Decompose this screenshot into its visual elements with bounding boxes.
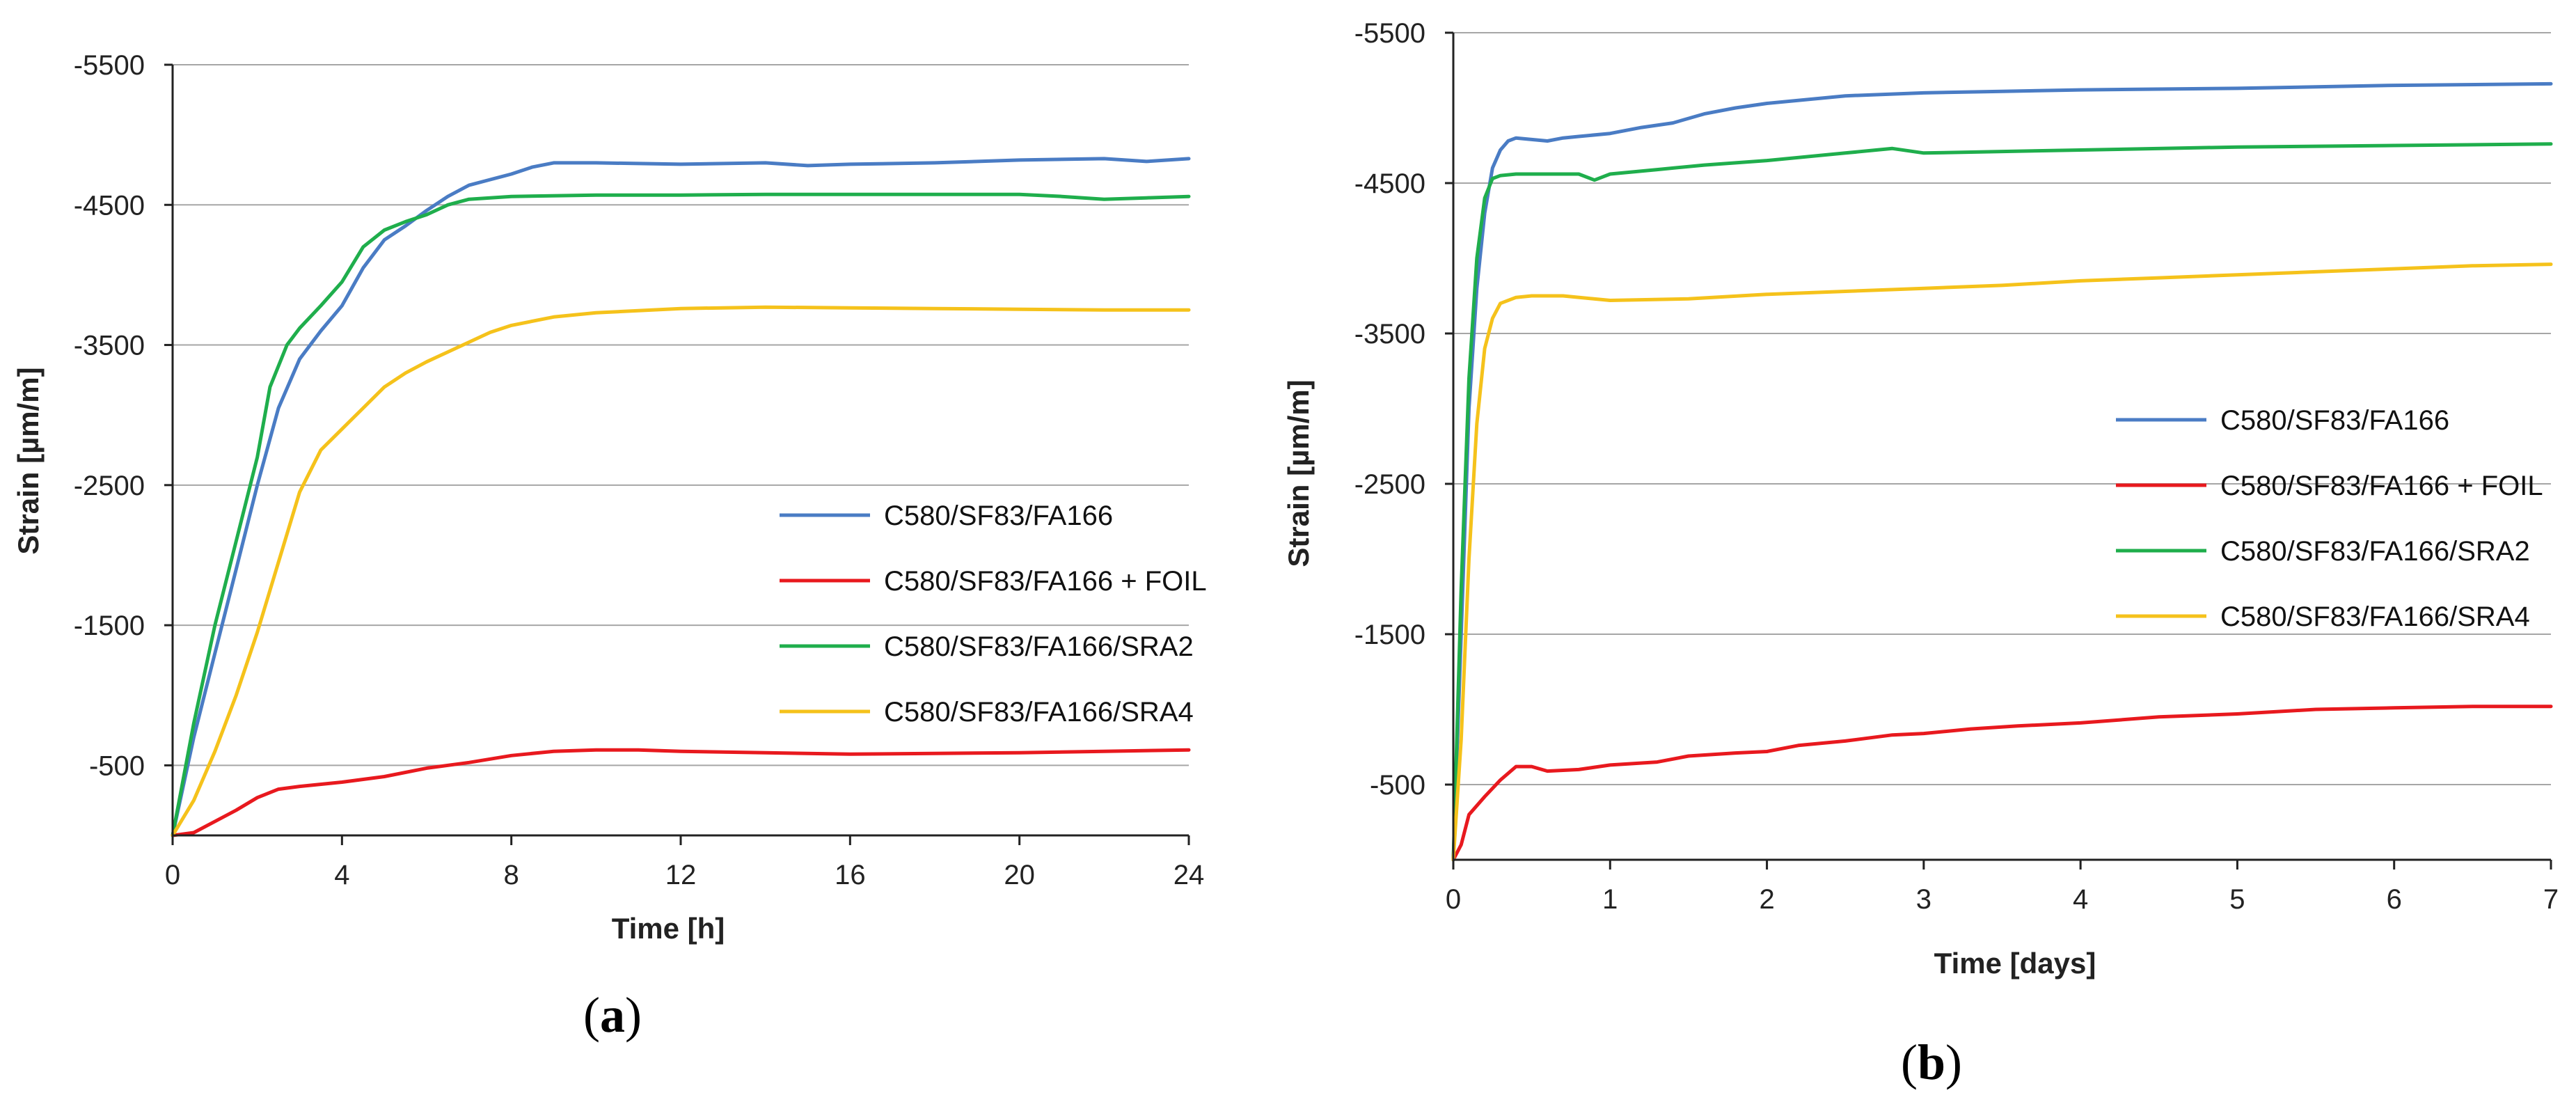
panel-b-x-axis-label: Time [days]: [1934, 947, 2096, 980]
x-tick-label: 6: [2387, 884, 2402, 915]
x-tick-label: 3: [1916, 884, 1931, 915]
x-tick-label: 1: [1602, 884, 1618, 915]
x-tick-label: 20: [1004, 860, 1035, 890]
panel-a-grid: [173, 64, 1189, 766]
x-tick-label: 16: [835, 860, 866, 890]
y-tick-label: -4500: [74, 190, 145, 221]
x-tick-label: 12: [665, 860, 697, 890]
series-line-2: [171, 748, 1191, 837]
panel-b-y-ticks: -500 -1500 -2500 -3500 -4500 -5500: [1354, 18, 1453, 801]
panel-a-legend: C580/SF83/FA166 C580/SF83/FA166 + FOIL C58…: [780, 501, 1207, 727]
y-tick-label: -500: [89, 750, 145, 781]
panel-a-y-ticks: -500 -1500 -2500 -3500 -4500 -5500: [74, 50, 173, 781]
legend-entry: C580/SF83/FA166: [2220, 405, 2449, 436]
legend-entry: C580/SF83/FA166 + FOIL: [884, 566, 1207, 597]
series-line-1: [1451, 81, 2553, 862]
panel-a-x-axis-label: Time [h]: [612, 912, 725, 945]
x-tick-label: 0: [165, 860, 180, 890]
y-tick-label: -5500: [1354, 18, 1425, 49]
series-line-1: [171, 157, 1191, 837]
legend-entry: C580/SF83/FA166: [884, 501, 1113, 531]
legend-entry: C580/SF83/FA166/SRA2: [2220, 536, 2530, 567]
series-line-2: [1451, 705, 2553, 862]
panel-b-y-axis-label: Strain [µm/m]: [1282, 379, 1315, 567]
y-tick-label: -4500: [1354, 168, 1425, 199]
panel-b-caption-letter: b: [1918, 1035, 1945, 1090]
panel-a-y-axis-label: Strain [µm/m]: [12, 367, 45, 554]
panel-a-caption: (a): [583, 987, 642, 1043]
legend-entry: C580/SF83/FA166/SRA4: [884, 697, 1194, 727]
x-tick-label: 0: [1446, 884, 1461, 915]
x-tick-label: 4: [334, 860, 349, 890]
panel-a-series: [171, 157, 1191, 837]
panel-b: -500 -1500 -2500 -3500 -4500 -5500 0 1 2 3 4 5 6 7 T…: [1282, 18, 2559, 1090]
x-tick-label: 2: [1759, 884, 1774, 915]
panel-b-caption: (b): [1901, 1035, 1962, 1090]
y-tick-label: -1500: [74, 611, 145, 641]
panel-b-series: [1451, 81, 2553, 862]
x-tick-label: 7: [2543, 884, 2559, 915]
series-line-3: [1451, 142, 2553, 862]
series-line-4: [171, 305, 1191, 837]
series-line-4: [1451, 262, 2553, 862]
panel-b-x-ticks: 0 1 2 3 4 5 6 7: [1446, 860, 2559, 915]
panel-b-legend: C580/SF83/FA166 C580/SF83/FA166 + FOIL C58…: [2116, 405, 2543, 632]
y-tick-label: -2500: [74, 471, 145, 501]
legend-entry: C580/SF83/FA166/SRA2: [884, 631, 1194, 662]
y-tick-label: -2500: [1354, 469, 1425, 500]
y-tick-label: -3500: [74, 331, 145, 361]
panel-a-caption-letter: a: [600, 987, 625, 1043]
panel-a: -500 -1500 -2500 -3500 -4500 -5500 0 4 8 12 16 20 2…: [12, 50, 1207, 1043]
x-tick-label: 5: [2229, 884, 2245, 915]
y-tick-label: -5500: [74, 50, 145, 81]
y-tick-label: -1500: [1354, 620, 1425, 650]
x-tick-label: 8: [504, 860, 519, 890]
x-tick-label: 24: [1174, 860, 1205, 890]
legend-entry: C580/SF83/FA166/SRA4: [2220, 601, 2530, 632]
legend-entry: C580/SF83/FA166 + FOIL: [2220, 471, 2543, 501]
panel-b-axes: [1452, 33, 2551, 861]
panel-a-x-ticks: 0 4 8 12 16 20 24: [165, 835, 1204, 890]
panel-b-grid: [1453, 32, 2551, 785]
x-tick-label: 4: [2073, 884, 2088, 915]
y-tick-label: -3500: [1354, 319, 1425, 349]
series-line-3: [171, 192, 1191, 837]
y-tick-label: -500: [1370, 770, 1425, 801]
